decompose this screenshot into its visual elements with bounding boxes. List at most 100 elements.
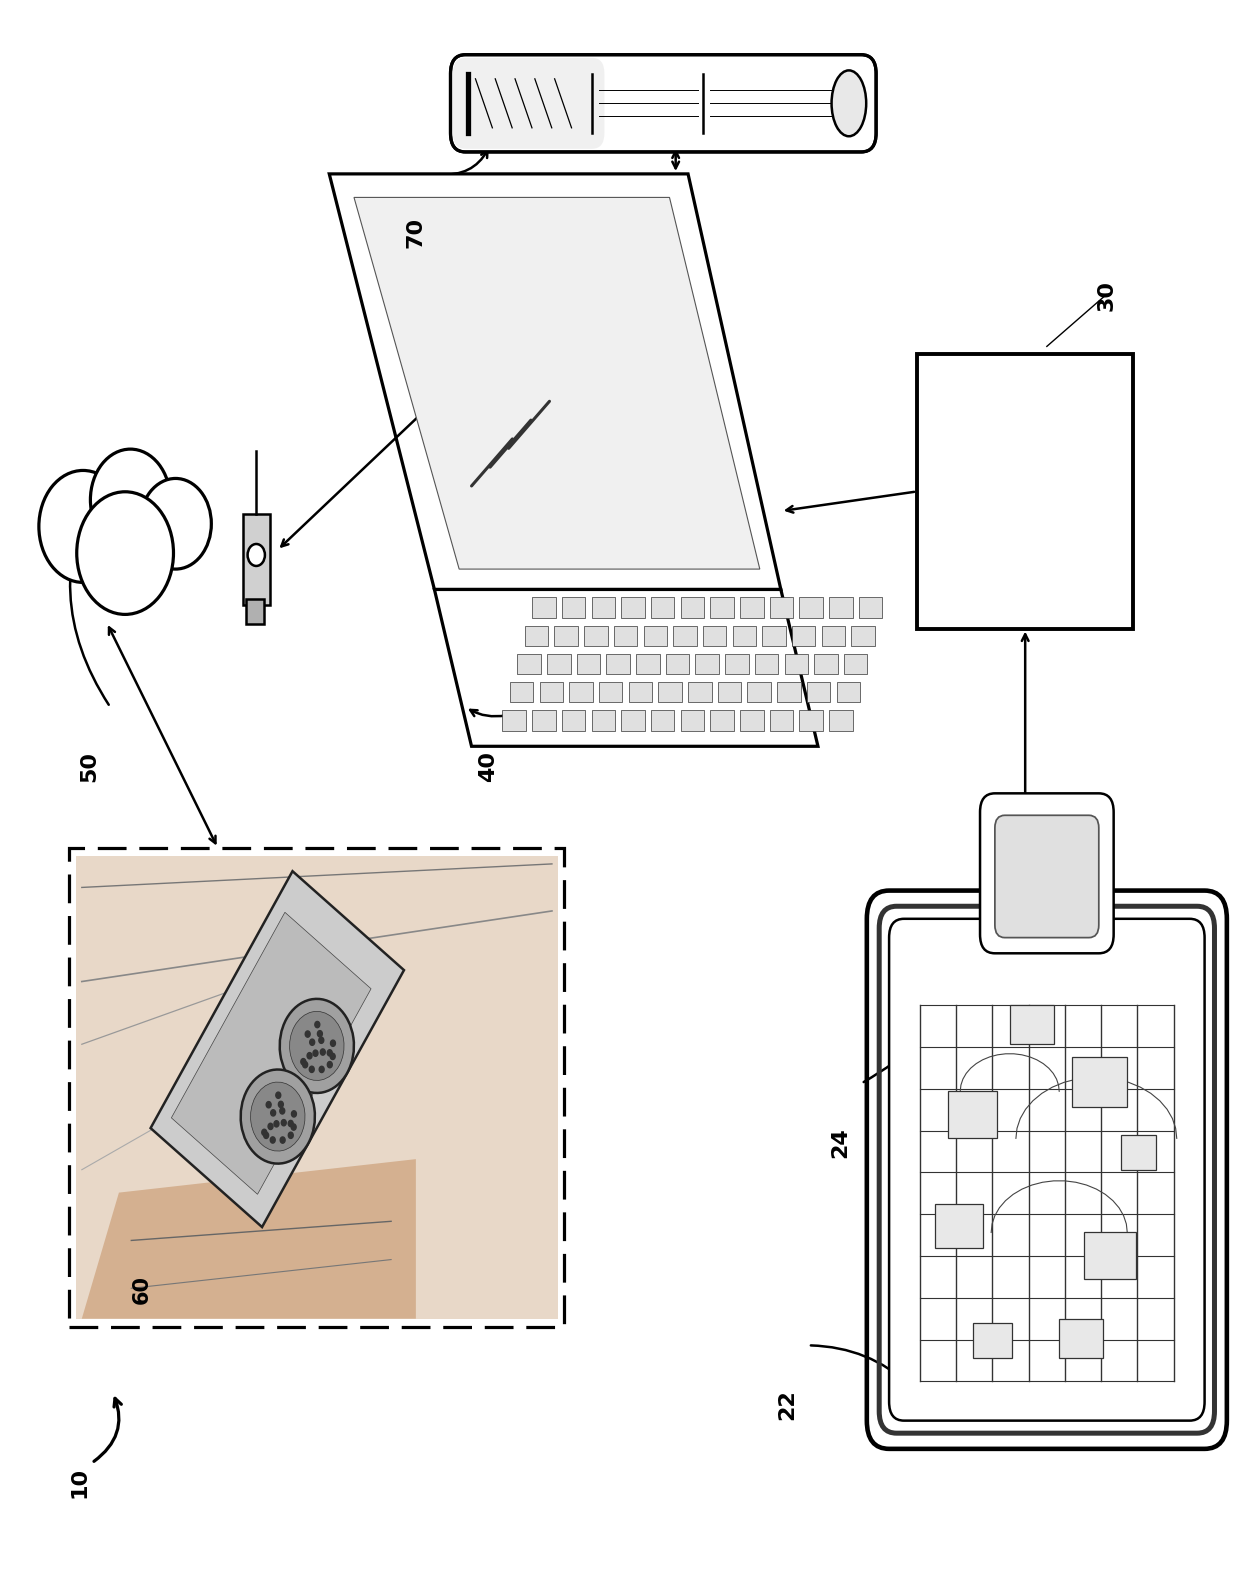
FancyBboxPatch shape [450,55,877,152]
Circle shape [327,1049,332,1056]
Circle shape [303,1062,308,1068]
Bar [247,599,264,624]
Bar [658,682,682,702]
Bar [510,682,533,702]
Circle shape [280,1108,285,1114]
Bar [792,625,816,646]
Bar [800,710,823,731]
Bar [688,682,712,702]
Bar [562,597,585,617]
FancyBboxPatch shape [889,919,1204,1420]
Bar [703,625,727,646]
Bar [591,710,615,731]
Circle shape [268,1123,273,1130]
Bar [777,682,801,702]
Circle shape [262,1130,267,1136]
Circle shape [309,1067,314,1073]
Bar [606,654,630,674]
Circle shape [248,544,265,566]
Bar [1059,1318,1102,1357]
Bar [554,625,578,646]
Bar [76,856,558,1318]
Circle shape [327,1062,332,1068]
Bar [972,1323,1012,1357]
Circle shape [317,1031,322,1037]
Bar [681,597,704,617]
Circle shape [310,1038,315,1045]
Circle shape [301,1059,306,1065]
FancyBboxPatch shape [453,58,604,149]
Circle shape [315,1021,320,1027]
Bar [718,682,742,702]
Bar [532,710,556,731]
Text: 60: 60 [131,1276,151,1304]
Circle shape [38,470,128,583]
Bar [621,597,645,617]
Bar [621,710,645,731]
Circle shape [288,1120,293,1126]
Circle shape [275,1092,280,1098]
Bar [243,514,270,605]
Bar [681,710,704,731]
Polygon shape [434,589,818,746]
Bar [859,597,883,617]
Bar [770,710,794,731]
Bar [785,654,808,674]
Circle shape [270,1109,275,1115]
Bar [171,913,371,1194]
Circle shape [280,1137,285,1144]
FancyBboxPatch shape [980,793,1114,954]
Circle shape [279,1101,283,1108]
Bar [1009,1005,1054,1045]
Bar [651,597,675,617]
FancyBboxPatch shape [867,891,1226,1448]
Bar [547,654,570,674]
Bar [800,597,823,617]
FancyBboxPatch shape [994,815,1099,938]
Bar [150,872,404,1227]
Bar [1084,1232,1136,1279]
Bar [830,710,853,731]
Bar [591,597,615,617]
Bar [644,625,667,646]
Bar [935,1205,982,1247]
Text: 70: 70 [405,217,427,248]
Bar [837,682,861,702]
Bar [711,597,734,617]
Bar [666,654,689,674]
Text: 30: 30 [1096,280,1116,311]
Circle shape [319,1037,324,1043]
Circle shape [267,1101,272,1108]
Bar [569,682,593,702]
Circle shape [291,1123,296,1130]
Bar [502,710,526,731]
Text: 24: 24 [831,1128,851,1158]
Bar [733,625,756,646]
Bar [69,848,564,1326]
Circle shape [320,1049,325,1056]
Circle shape [288,1133,293,1139]
Bar [844,654,868,674]
Bar [673,625,697,646]
Polygon shape [353,198,760,569]
Bar [636,654,660,674]
Circle shape [140,479,211,569]
Bar [599,682,622,702]
Bar [748,682,771,702]
Text: 50: 50 [79,751,99,782]
Text: 40: 40 [477,751,497,782]
Ellipse shape [832,71,867,137]
Circle shape [312,1049,317,1056]
Bar [916,353,1133,628]
Bar [1121,1136,1156,1170]
Circle shape [77,492,174,614]
Bar [1071,1057,1127,1108]
Bar [755,654,779,674]
Circle shape [241,1070,315,1164]
Bar [725,654,749,674]
Bar [562,710,585,731]
Bar [711,710,734,731]
Bar [763,625,786,646]
Circle shape [274,1120,279,1126]
Circle shape [319,1067,324,1073]
